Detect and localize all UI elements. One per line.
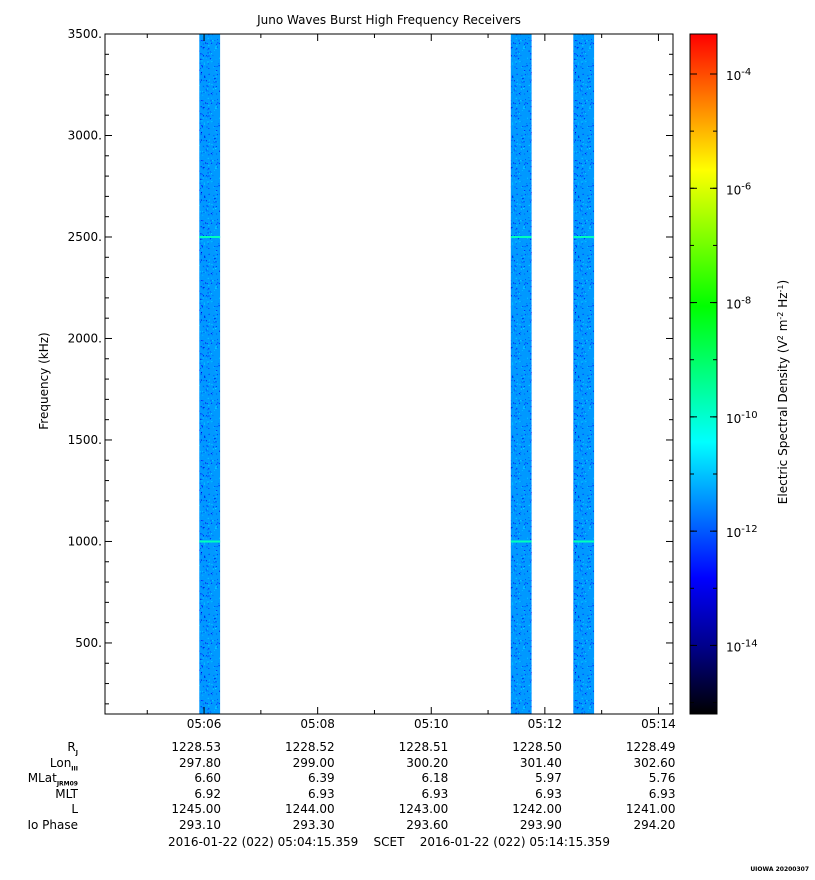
band-emission-line	[573, 540, 595, 543]
x-axis: 05:06 05:08 05:10 05:12 05:14	[146, 34, 676, 731]
ephemeris-value: 6.93	[307, 786, 335, 801]
ephemeris-label: MLatJRM09	[27, 771, 78, 788]
ephemeris-value: 293.90	[519, 817, 562, 832]
ephemeris-row: LonIII 297.80 299.00 300.20 301.40 302.60	[0, 755, 700, 772]
colorbar-label: Electric Spectral Density (V2 m-2 Hz-1)	[776, 280, 791, 504]
ephemeris-value: 297.80	[179, 755, 222, 770]
plot-frame	[104, 33, 674, 715]
colorbar-tick-label: 10-6	[726, 181, 751, 198]
ephemeris-value: 294.20	[633, 817, 676, 832]
ephemeris-label: MLT	[55, 786, 78, 801]
ephemeris-row: L 1245.00 1244.00 1243.00 1242.00 1241.00	[0, 802, 700, 816]
ephemeris-label: Io Phase	[27, 817, 78, 832]
data-bands	[199, 34, 595, 714]
y-tick-label: 1500.	[68, 433, 102, 447]
spectrogram-chart: 05:06 05:08 05:10 05:12 05:14 500. 1000. 1500.…	[37, 27, 791, 731]
ephemeris-label: RJ	[67, 740, 78, 757]
ephemeris-value: 293.10	[179, 817, 222, 832]
ephemeris-value: 6.93	[535, 786, 562, 801]
ephemeris-value: 1242.00	[512, 802, 562, 816]
colorbar-tick-label: 10-10	[726, 409, 758, 426]
y-tick-label: 3000.	[68, 128, 102, 142]
ephemeris-value: 300.20	[406, 755, 449, 770]
ephemeris-value: 5.76	[648, 771, 676, 785]
ephemeris-label: LonIII	[49, 755, 78, 772]
ephemeris-table: RJ 1228.53 1228.52 1228.51 1228.50 1228.49 Lon…	[0, 740, 700, 832]
x-tick-label: 05:08	[300, 717, 335, 731]
ephemeris-value: 6.93	[648, 786, 676, 801]
ephemeris-value: 1241.00	[625, 802, 676, 816]
ephemeris-value: 5.97	[535, 771, 562, 785]
ephemeris-value: 6.93	[421, 786, 449, 801]
band-emission-line	[510, 236, 532, 238]
ephemeris-value: 1244.00	[285, 802, 335, 816]
version-stamp: UIOWA 20200307	[750, 866, 809, 873]
y-axis: 500. 1000. 1500. 2000. 2500. 3000. 3500.	[68, 27, 673, 705]
y-tick-label: 3500.	[68, 27, 102, 41]
scet-time-range: 2016-01-22 (022) 05:04:15.359 SCET 2016-…	[168, 835, 610, 849]
x-tick-label: 05:10	[414, 717, 449, 731]
data-band-2	[510, 34, 532, 714]
colorbar-tick-label: 10-14	[726, 638, 758, 655]
x-tick-label: 05:06	[187, 717, 222, 731]
ephemeris-row: RJ 1228.53 1228.52 1228.51 1228.50 1228.49	[0, 740, 700, 757]
ephemeris-value: 1228.52	[285, 740, 335, 754]
data-band-3	[573, 34, 595, 714]
colorbar-gradient	[689, 33, 718, 715]
band-emission-line	[510, 540, 532, 543]
ephemeris-value: 1245.00	[171, 802, 222, 816]
ephemeris-row: MLT 6.92 6.93 6.93 6.93 6.93	[0, 787, 700, 801]
ephemeris-value: 299.00	[292, 755, 335, 770]
ephemeris-value: 6.60	[194, 771, 222, 785]
y-tick-label: 2000.	[68, 331, 102, 345]
ephemeris-label: L	[71, 802, 78, 816]
ephemeris-row: Io Phase 293.10 293.30 293.60 293.90 294.20	[0, 818, 700, 832]
x-tick-label: 05:12	[528, 717, 563, 731]
y-tick-label: 500.	[75, 636, 102, 650]
colorbar-tick-label: 10-12	[726, 524, 758, 541]
y-axis-label: Frequency (kHz)	[37, 332, 51, 429]
band-emission-line	[199, 236, 221, 238]
colorbar-tick-label: 10-8	[726, 295, 751, 312]
ephemeris-value: 301.40	[519, 755, 562, 770]
ephemeris-value: 293.60	[406, 817, 449, 832]
ephemeris-value: 1228.53	[171, 740, 222, 754]
ephemeris-value: 1228.51	[398, 740, 449, 754]
ephemeris-value: 6.92	[194, 786, 222, 801]
ephemeris-value: 1243.00	[398, 802, 449, 816]
ephemeris-row: MLatJRM09 6.60 6.39 6.18 5.97 5.76	[0, 771, 700, 788]
y-tick-label: 2500.	[68, 230, 102, 244]
band-emission-line	[573, 236, 595, 238]
colorbar: 10-14 10-12 10-10 10-8 10-6 10-4	[689, 33, 758, 715]
data-band-1	[199, 34, 221, 714]
x-tick-label: 05:14	[641, 717, 676, 731]
y-tick-label: 1000.	[68, 534, 102, 548]
ephemeris-value: 6.39	[307, 771, 335, 785]
ephemeris-value: 293.30	[292, 817, 335, 832]
chart-title: Juno Waves Burst High Frequency Receiver…	[257, 13, 521, 27]
band-emission-line	[199, 540, 221, 543]
colorbar-tick-label: 10-4	[726, 67, 751, 84]
ephemeris-value: 1228.50	[512, 740, 562, 754]
ephemeris-value: 1228.49	[625, 740, 676, 754]
ephemeris-value: 6.18	[421, 771, 449, 785]
ephemeris-value: 302.60	[633, 755, 676, 770]
